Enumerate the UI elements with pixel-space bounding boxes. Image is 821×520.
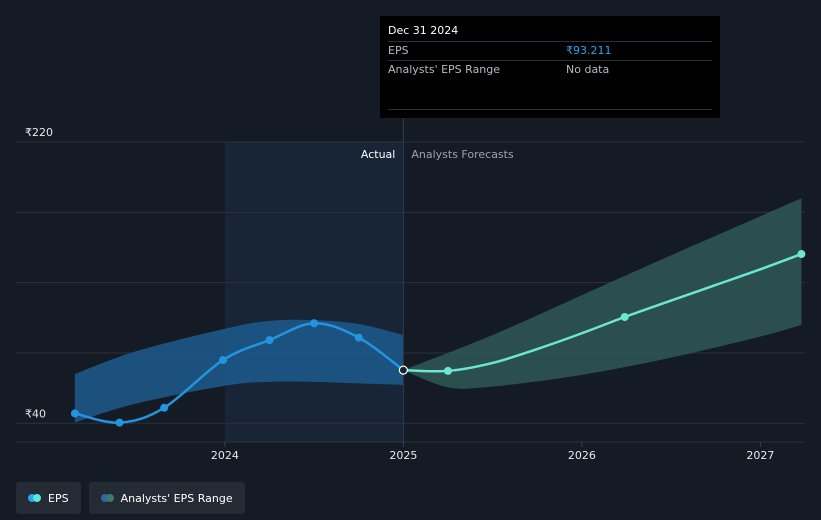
eps-point-current[interactable]	[398, 365, 408, 375]
actual-eps-point[interactable]	[160, 403, 169, 412]
forecast-eps-point[interactable]	[797, 250, 806, 259]
tooltip-eps-label: EPS	[388, 44, 409, 57]
forecast-eps-point[interactable]	[620, 313, 629, 321]
legend-range-label: Analysts' EPS Range	[120, 491, 233, 505]
forecast-eps-line	[403, 252, 802, 373]
forecast-label: Analysts Forecasts	[411, 148, 514, 161]
eps-lines	[74, 252, 802, 424]
legend-item-eps-range[interactable]: Analysts' EPS Range	[88, 482, 245, 514]
tooltip-row-eps: EPS ₹93.211	[388, 41, 712, 60]
actual-eps-point[interactable]	[70, 409, 79, 418]
hover-tooltip: Dec 31 2024 EPS ₹93.211 Analysts' EPS Ra…	[380, 16, 720, 118]
tooltip-range-label: Analysts' EPS Range	[388, 63, 501, 76]
actual-eps-point[interactable]	[310, 319, 319, 328]
forecast-range-band	[403, 198, 802, 389]
tooltip-range-value: No data	[566, 63, 610, 76]
actual-eps-point[interactable]	[354, 333, 363, 342]
forecast-eps-point[interactable]	[443, 366, 452, 375]
eps-markers	[70, 250, 806, 427]
tooltip-row-range: Analysts' EPS Range No data	[388, 60, 712, 79]
y-tick-label: ₹220	[25, 126, 53, 139]
tooltip-eps-value: ₹93.211	[566, 44, 612, 57]
x-tick-label: 2025	[389, 449, 417, 462]
x-tick-label: 2027	[746, 449, 774, 462]
actual-label: Actual	[361, 148, 395, 161]
actual-eps-point[interactable]	[219, 355, 228, 364]
legend-item-eps[interactable]: EPS	[16, 482, 81, 514]
forecast-highlight-bg	[224, 142, 404, 442]
y-tick-label: ₹40	[25, 407, 46, 420]
x-tick-label: 2026	[568, 449, 596, 462]
x-tick-label: 2024	[211, 449, 239, 462]
range-bands	[74, 198, 802, 423]
tooltip-date: Dec 31 2024	[388, 24, 459, 37]
legend: EPS Analysts' EPS Range	[16, 482, 245, 514]
actual-eps-point[interactable]	[265, 336, 274, 345]
legend-eps-icon	[28, 494, 42, 502]
actual-eps-line	[74, 321, 405, 424]
actual-range-band	[74, 319, 404, 423]
x-axis-ticks: 2024 2025 2026 2027	[211, 442, 774, 462]
legend-range-icon	[100, 494, 115, 502]
legend-eps-label: EPS	[48, 491, 69, 505]
actual-eps-point[interactable]	[115, 418, 124, 427]
y-axis-ticks: ₹220 ₹40	[25, 126, 53, 420]
tooltip-divider	[388, 109, 712, 110]
